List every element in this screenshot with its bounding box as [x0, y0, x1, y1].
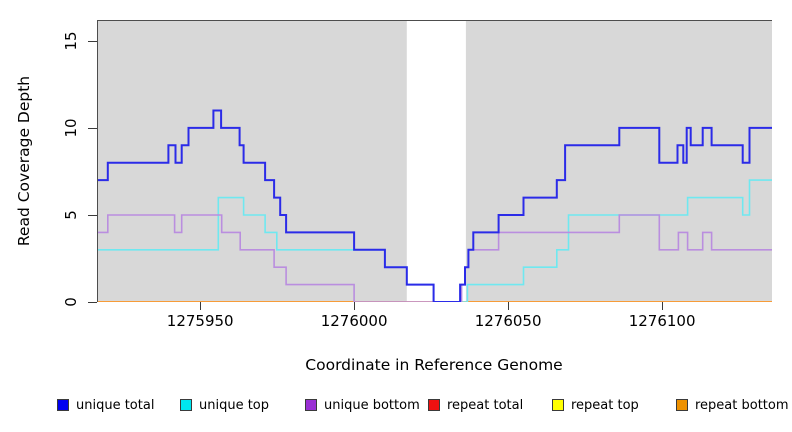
x-tick-mark: [200, 302, 202, 310]
y-tick-label: 15: [62, 31, 80, 51]
legend-item-unique-bottom: unique bottom: [305, 396, 420, 414]
x-tick-label: 1275950: [166, 312, 234, 330]
y-tick-mark: [88, 127, 97, 129]
legend-item-repeat-top: repeat top: [552, 396, 639, 414]
y-tick-mark: [88, 302, 97, 303]
x-axis-title: Coordinate in Reference Genome: [305, 356, 563, 374]
y-tick-label: 0: [62, 297, 80, 307]
series-line-unique-top: [97, 179, 772, 302]
x-tick-label: 1276100: [628, 312, 696, 330]
plot-canvas: [97, 20, 772, 302]
y-tick-label: 10: [62, 118, 80, 138]
legend-label: unique top: [199, 397, 270, 413]
x-tick-label: 1276050: [474, 312, 542, 330]
legend-swatch-icon: [552, 399, 564, 411]
y-tick-label: 5: [62, 210, 80, 220]
series-line-unique-total: [97, 109, 772, 302]
shaded-region: [465, 20, 772, 302]
x-tick-mark: [662, 302, 664, 310]
y-axis-title: Read Coverage Depth: [15, 75, 33, 247]
legend-item-repeat-total: repeat total: [428, 396, 523, 414]
legend-swatch-icon: [676, 399, 688, 411]
y-tick-mark: [88, 215, 97, 216]
legend-label: repeat bottom: [695, 397, 789, 413]
shaded-region: [97, 20, 407, 302]
legend: unique total unique top unique bottom repea…: [0, 396, 792, 418]
plot-area: [97, 20, 772, 302]
x-tick-mark: [508, 302, 510, 310]
legend-label: unique bottom: [324, 397, 420, 413]
legend-swatch-icon: [305, 399, 317, 411]
legend-label: unique total: [76, 397, 155, 413]
legend-item-unique-total: unique total: [57, 396, 154, 414]
x-tick-label: 1276000: [320, 312, 388, 330]
legend-label: repeat top: [571, 397, 639, 413]
x-tick-mark: [354, 302, 356, 310]
legend-swatch-icon: [57, 399, 69, 411]
legend-label: repeat total: [447, 397, 524, 413]
legend-swatch-icon: [428, 399, 440, 411]
y-tick-mark: [88, 40, 97, 42]
legend-swatch-icon: [180, 399, 192, 411]
legend-item-unique-top: unique top: [180, 396, 269, 414]
legend-item-repeat-bottom: repeat bottom: [676, 396, 789, 414]
